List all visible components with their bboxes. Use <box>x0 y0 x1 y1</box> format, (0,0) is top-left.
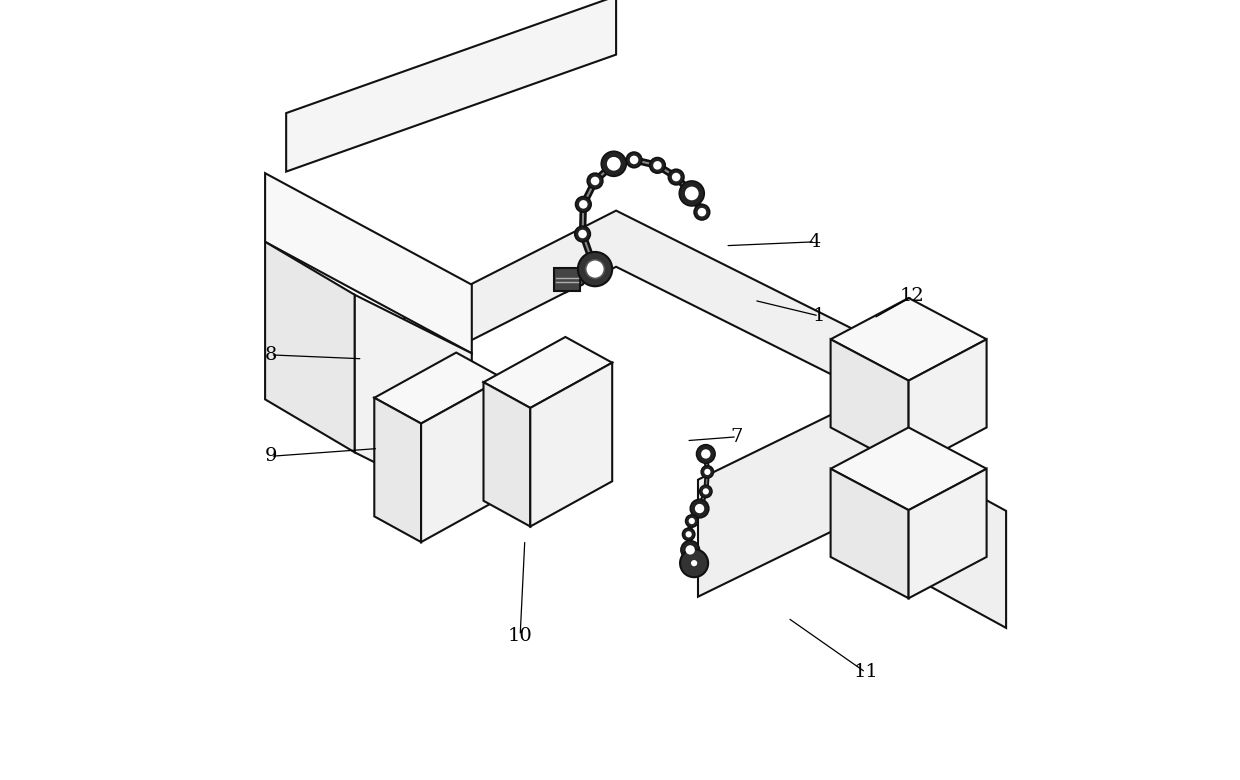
Circle shape <box>653 161 662 170</box>
Circle shape <box>697 445 715 463</box>
Circle shape <box>601 151 626 176</box>
Text: 10: 10 <box>508 626 532 645</box>
Polygon shape <box>558 269 595 292</box>
Text: 9: 9 <box>264 447 277 466</box>
Polygon shape <box>374 353 503 424</box>
Polygon shape <box>265 242 355 452</box>
Circle shape <box>578 252 613 286</box>
Polygon shape <box>698 415 1006 628</box>
Circle shape <box>686 531 692 537</box>
Circle shape <box>698 207 707 216</box>
Polygon shape <box>355 295 471 511</box>
Text: 4: 4 <box>808 232 821 251</box>
Polygon shape <box>265 173 471 353</box>
Circle shape <box>688 557 701 569</box>
Circle shape <box>701 449 711 459</box>
Circle shape <box>650 158 665 173</box>
Circle shape <box>691 560 697 566</box>
Circle shape <box>694 504 704 513</box>
Circle shape <box>688 518 694 524</box>
Polygon shape <box>484 337 613 408</box>
Polygon shape <box>422 378 503 542</box>
Circle shape <box>630 156 639 165</box>
Polygon shape <box>831 469 909 598</box>
Circle shape <box>575 197 591 212</box>
Circle shape <box>579 200 588 209</box>
Circle shape <box>680 181 704 206</box>
Circle shape <box>682 528 694 541</box>
Circle shape <box>699 485 712 498</box>
Circle shape <box>694 204 709 220</box>
Circle shape <box>684 186 698 200</box>
Text: 11: 11 <box>853 663 878 682</box>
Polygon shape <box>531 363 613 526</box>
Polygon shape <box>286 0 616 172</box>
Circle shape <box>626 152 642 168</box>
Circle shape <box>704 469 711 475</box>
Circle shape <box>701 466 713 478</box>
Text: 8: 8 <box>264 346 277 364</box>
Circle shape <box>703 488 709 495</box>
Text: 12: 12 <box>900 287 925 306</box>
Text: 1: 1 <box>812 307 825 325</box>
Circle shape <box>672 173 681 181</box>
Circle shape <box>686 515 698 527</box>
Circle shape <box>583 257 608 282</box>
Polygon shape <box>484 382 531 526</box>
Circle shape <box>588 173 603 189</box>
Circle shape <box>585 260 604 278</box>
Circle shape <box>668 169 684 185</box>
Polygon shape <box>374 398 422 542</box>
Polygon shape <box>831 298 987 381</box>
Circle shape <box>590 177 599 186</box>
Circle shape <box>680 549 708 577</box>
FancyBboxPatch shape <box>554 268 580 291</box>
Polygon shape <box>909 469 987 598</box>
Circle shape <box>575 226 590 242</box>
Text: 7: 7 <box>730 427 743 446</box>
Polygon shape <box>831 339 909 469</box>
Circle shape <box>606 157 621 171</box>
Circle shape <box>578 230 587 239</box>
Circle shape <box>588 262 601 276</box>
Polygon shape <box>355 211 882 399</box>
Circle shape <box>681 541 699 559</box>
Polygon shape <box>831 427 987 510</box>
Polygon shape <box>909 339 987 469</box>
Circle shape <box>691 499 709 518</box>
Circle shape <box>686 545 694 555</box>
